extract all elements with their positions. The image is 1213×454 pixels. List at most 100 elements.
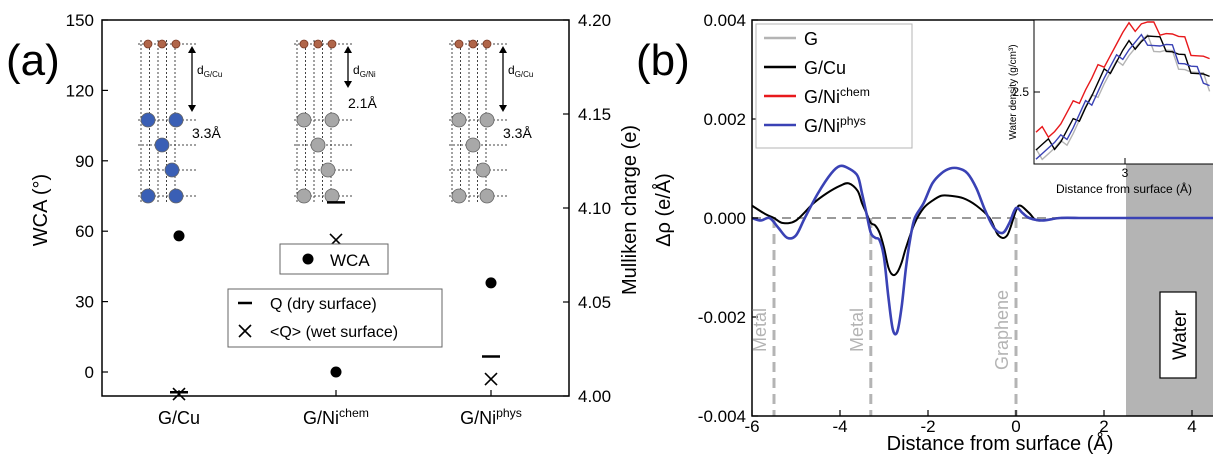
metal-atom <box>324 188 340 204</box>
metal-atom <box>140 188 156 204</box>
metal-atom <box>475 162 491 178</box>
category-label: G/Nichem <box>303 406 369 428</box>
panel-b-legend: G G/Cu G/Nichem G/Niphys <box>755 23 913 149</box>
region-label: Metal <box>847 308 867 352</box>
y-tick-label: 0.002 <box>703 110 746 129</box>
distance-symbol: dG/Cu <box>197 63 222 79</box>
category-labels: G/Cu G/Nichem G/Niphys <box>158 390 522 428</box>
x-tick-label: -2 <box>920 417 935 436</box>
legend-q-wet-marker <box>238 324 252 338</box>
legend-label: G <box>804 29 818 49</box>
metal-atom <box>479 112 495 128</box>
y-tick-label: 0.000 <box>703 209 746 228</box>
right-tick-label: 4.20 <box>578 11 611 30</box>
distance-value: 3.3Å <box>503 125 532 141</box>
right-axis-ticks: 4.00 4.05 4.10 4.15 4.20 <box>563 11 611 406</box>
series-line <box>752 164 1213 336</box>
metal-atom <box>451 188 467 204</box>
x-tick-label: -6 <box>744 417 759 436</box>
carbon-atom <box>143 39 153 49</box>
x-tick-label: 2 <box>1099 417 1108 436</box>
wca-point <box>485 277 497 289</box>
metal-atom <box>140 112 156 128</box>
panel-a-data-marks <box>170 201 500 401</box>
y-axis-ticks: -0.004 -0.002 0.000 0.002 0.004 <box>698 11 758 426</box>
metal-atom <box>310 137 326 153</box>
carbon-atom <box>482 39 492 49</box>
y-axis-label-left: WCA (°) <box>30 174 52 246</box>
inset-plot: 2.5 3 Distance from surface (Å) Water de… <box>1008 19 1213 196</box>
left-tick-label: 90 <box>75 152 94 171</box>
y-tick-label: 0.004 <box>703 11 746 30</box>
wca-point <box>330 366 342 378</box>
panel-b-series <box>752 164 1213 336</box>
left-tick-label: 0 <box>85 363 94 382</box>
legend-wca-marker <box>302 253 314 265</box>
inset-line <box>1035 35 1210 151</box>
y-axis-label-right: Mulliken charge (e) <box>619 125 641 295</box>
metal-atom <box>465 137 481 153</box>
distance-symbol: dG/Ni <box>353 63 376 79</box>
carbon-atom <box>157 39 167 49</box>
q-wet-mark <box>172 387 186 401</box>
carbon-atom <box>171 39 181 49</box>
x-tick-label: 4 <box>1187 417 1196 436</box>
metal-atom <box>324 112 340 128</box>
water-label: Water <box>1159 291 1197 379</box>
y-tick-label: -0.002 <box>698 308 746 327</box>
left-tick-label: 120 <box>66 81 94 100</box>
right-tick-label: 4.00 <box>578 387 611 406</box>
region-label: Metal <box>750 308 770 352</box>
category-label: G/Niphys <box>460 406 522 428</box>
structure-1: dG/Cu 3.3Å <box>138 39 222 204</box>
x-axis-ticks: -6 -4 -2 0 2 4 <box>744 410 1197 436</box>
inset-x-tick-label: 3 <box>1122 166 1129 180</box>
carbon-atom <box>313 39 323 49</box>
x-axis-label: Distance from surface (Å) <box>887 432 1114 454</box>
legend-label: G/Cu <box>804 58 846 78</box>
wca-point <box>173 230 185 242</box>
inset-y-label: Water density (g/cm³) <box>1008 44 1019 139</box>
x-tick-label: 0 <box>1011 417 1020 436</box>
metal-atom <box>320 162 336 178</box>
metal-atom <box>479 188 495 204</box>
region-label: Graphene <box>992 290 1012 370</box>
metal-atom <box>154 137 170 153</box>
carbon-atom <box>468 39 478 49</box>
y-axis-label: Δρ (e/Å) <box>652 173 675 247</box>
water-label-text: Water <box>1170 309 1191 360</box>
inset-y-tick-label: 2.5 <box>1012 85 1029 99</box>
metal-atom <box>296 188 312 204</box>
legend-wca-label: WCA <box>330 251 370 270</box>
region-labels: Metal Metal Graphene <box>750 290 1012 370</box>
inset-line <box>1035 33 1211 161</box>
legend-label: G/Nichem <box>804 85 870 107</box>
y-tick-label: -0.004 <box>698 407 746 426</box>
panel-b-label: (b) <box>636 36 690 85</box>
left-tick-label: 30 <box>75 293 94 312</box>
inset-x-label: Distance from surface (Å) <box>1056 181 1192 196</box>
metal-atom <box>451 112 467 128</box>
panel-a: (a) 0 30 60 90 120 150 4.00 4.05 4.10 4.15 4.20 G… <box>6 11 641 428</box>
inset-line <box>1035 21 1210 139</box>
left-axis-ticks: 0 30 60 90 120 150 <box>66 11 108 382</box>
right-tick-label: 4.05 <box>578 293 611 312</box>
legend-label: G/Niphys <box>804 114 866 136</box>
panel-a-label: (a) <box>6 36 60 85</box>
legend-wca: WCA <box>279 243 389 275</box>
legend-q-dry-label: Q (dry surface) <box>270 296 377 313</box>
distance-value: 3.3Å <box>192 125 221 141</box>
structure-2: dG/Ni 2.1Å <box>294 39 377 204</box>
distance-symbol: dG/Cu <box>508 63 533 79</box>
right-tick-label: 4.10 <box>578 199 611 218</box>
carbon-atom <box>327 39 337 49</box>
structure-3: dG/Cu 3.3Å <box>449 39 533 204</box>
metal-atom <box>168 112 184 128</box>
left-tick-label: 60 <box>75 222 94 241</box>
q-wet-mark <box>484 372 498 386</box>
metal-atom <box>296 112 312 128</box>
legend-q-wet-label: <Q> (wet surface) <box>270 324 398 341</box>
category-label: G/Cu <box>158 408 200 428</box>
inset-line <box>1035 33 1210 160</box>
left-tick-label: 150 <box>66 11 94 30</box>
